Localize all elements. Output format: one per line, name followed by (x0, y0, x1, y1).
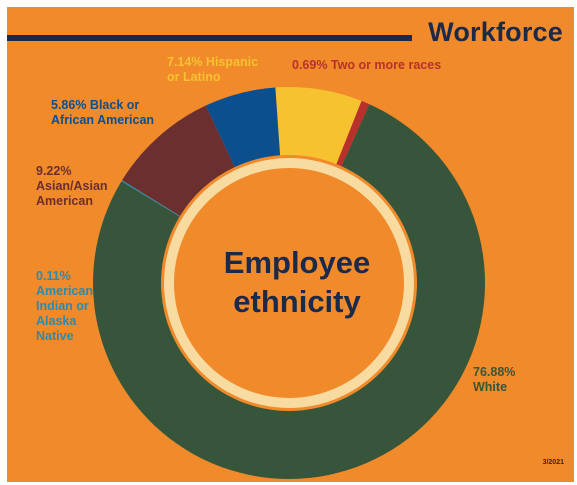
infographic-card: Workforce Employee ethnicity 7.14% Hispa… (7, 7, 574, 482)
header-rule (7, 35, 412, 41)
label-american-indian-alaska-native: 0.11% American Indian or Alaska Native (36, 269, 93, 343)
slice-asian-asian-american (122, 105, 235, 216)
slice-black-or-african-american (205, 87, 281, 168)
header-title: Workforce (428, 17, 563, 47)
slice-white (92, 104, 486, 480)
slice-american-indian-or-alaska-native (121, 180, 181, 217)
label-white: 76.88% White (473, 365, 516, 394)
slice-two-or-more-races (336, 100, 370, 167)
label-black-african-american: 5.86% Black or African American (51, 98, 155, 127)
label-two-or-more-races: 0.69% Two or more races (292, 58, 442, 72)
donut-chart (92, 87, 486, 480)
inner-ring (164, 158, 414, 408)
date-note: 3/2021 (542, 459, 564, 466)
slice-hispanic-or-latino (275, 87, 362, 165)
label-asian: 9.22% Asian/Asian American (36, 164, 108, 208)
label-hispanic-latino: 7.14% Hispanic or Latino (167, 55, 259, 84)
chart-center-title: Employee ethnicity (223, 245, 371, 319)
